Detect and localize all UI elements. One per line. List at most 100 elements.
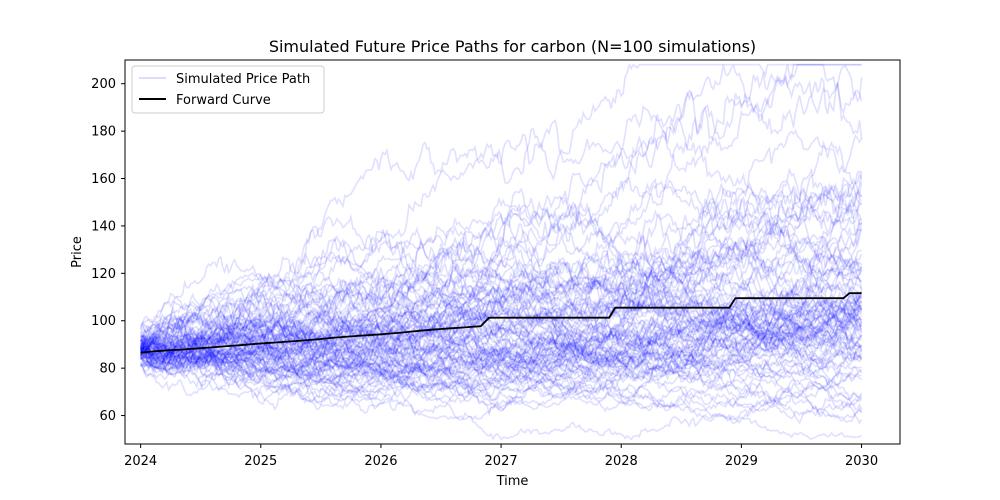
y-tick-label: 100: [91, 314, 116, 329]
simulated-path-25: [139, 317, 863, 392]
simulated-path-100: [140, 180, 863, 376]
simulated-path-73: [140, 336, 862, 396]
simulated-path-9: [140, 301, 863, 381]
simulated-path-87: [139, 311, 863, 360]
legend-label-forward: Forward Curve: [176, 93, 271, 108]
simulated-path-54: [139, 317, 863, 400]
simulated-path-56: [140, 316, 863, 385]
simulated-path-23: [139, 273, 863, 371]
simulated-path-48: [140, 235, 862, 356]
simulated-path-68: [140, 62, 862, 341]
forward-curve-line: [140, 292, 862, 354]
simulated-path-32: [139, 248, 863, 349]
x-tick-label: 2030: [845, 454, 878, 469]
simulated-path-89: [140, 307, 863, 421]
simulated-path-7: [140, 283, 863, 387]
simulated-path-83: [139, 251, 863, 367]
simulated-path-91: [139, 343, 863, 425]
x-axis-label: Time: [496, 474, 529, 489]
simulated-path-61: [140, 239, 863, 360]
simulated-path-42: [140, 263, 863, 358]
simulated-path-50: [139, 320, 863, 382]
plot-area: [139, 62, 863, 441]
simulated-path-39: [140, 249, 863, 354]
simulated-path-71: [139, 303, 863, 396]
simulated-path-47: [139, 288, 863, 373]
simulated-path-24: [140, 292, 863, 375]
simulated-path-34: [139, 320, 863, 397]
simulated-path-52: [139, 255, 862, 369]
simulated-path-79: [140, 286, 863, 398]
simulated-path-31: [140, 134, 863, 352]
plot-frame: [124, 59, 901, 445]
x-tick-label: 2024: [124, 454, 157, 469]
simulated-path-67: [140, 309, 863, 420]
simulated-path-27: [140, 284, 863, 362]
simulated-path-96: [140, 196, 862, 359]
simulated-path-19: [139, 337, 863, 417]
simulated-path-74: [140, 313, 862, 367]
simulated-path-80: [140, 197, 862, 368]
simulated-path-57: [139, 181, 863, 363]
simulated-path-17: [140, 291, 863, 388]
legend-box: [131, 65, 325, 114]
simulated-path-66: [139, 326, 862, 388]
simulated-path-85: [140, 116, 863, 363]
simulated-path-46: [139, 75, 863, 354]
simulated-path-28: [139, 325, 863, 391]
simulated-path-93: [140, 288, 862, 376]
simulated-path-2: [139, 254, 863, 370]
simulated-path-51: [139, 249, 862, 388]
simulated-path-43: [139, 271, 862, 367]
simulated-path-14: [140, 176, 863, 345]
simulated-path-60: [139, 271, 863, 375]
simulated-path-76: [140, 331, 862, 405]
y-axis-ticks: 60 80 100 120 140 160 180 200: [91, 77, 125, 424]
simulated-path-55: [140, 221, 863, 386]
simulated-path-20: [140, 294, 862, 372]
simulated-path-64: [140, 319, 863, 411]
simulated-path-70: [139, 171, 863, 352]
simulated-path-88: [139, 228, 863, 372]
simulated-path-40: [140, 280, 863, 356]
simulated-path-38: [139, 246, 863, 369]
simulated-path-81: [140, 277, 863, 366]
simulated-path-11: [139, 278, 862, 381]
simulated-path-69: [140, 209, 863, 370]
simulated-path-26: [139, 197, 863, 363]
y-tick-label: 120: [91, 267, 116, 282]
simulated-path-36: [140, 353, 863, 413]
x-tick-label: 2029: [725, 454, 758, 469]
simulated-path-4: [139, 210, 863, 371]
simulated-path-92: [139, 65, 863, 351]
x-tick-label: 2028: [605, 454, 638, 469]
simulated-path-13: [140, 236, 863, 345]
simulated-path-45: [139, 212, 863, 397]
chart-title: Simulated Future Price Paths for carbon …: [269, 37, 756, 56]
x-tick-label: 2025: [244, 454, 277, 469]
simulated-path-21: [140, 287, 862, 383]
simulated-path-6: [140, 308, 863, 374]
x-tick-label: 2026: [364, 454, 397, 469]
y-tick-label: 200: [91, 77, 116, 92]
simulated-path-49: [139, 321, 863, 387]
simulated-path-90: [140, 317, 863, 414]
simulated-path-33: [140, 335, 863, 440]
simulated-path-86: [140, 338, 863, 441]
y-tick-label: 60: [99, 409, 116, 424]
x-axis-ticks: 2024 2025 2026 2027 2028 2029 2030: [124, 444, 878, 469]
simulated-path-41: [140, 294, 863, 384]
y-tick-label: 140: [91, 219, 116, 234]
simulated-path-95: [140, 181, 863, 342]
legend: Simulated Price Path Forward Curve: [131, 65, 325, 114]
simulated-path-8: [139, 294, 863, 411]
simulated-path-10: [139, 279, 863, 367]
simulated-path-59: [139, 168, 862, 349]
y-axis-label: Price: [70, 236, 85, 268]
simulated-path-99: [140, 171, 863, 354]
simulated-path-77: [139, 334, 862, 390]
simulated-path-18: [139, 299, 862, 407]
x-tick-label: 2027: [485, 454, 518, 469]
simulated-path-1: [139, 320, 862, 412]
simulated-path-75: [139, 298, 862, 380]
